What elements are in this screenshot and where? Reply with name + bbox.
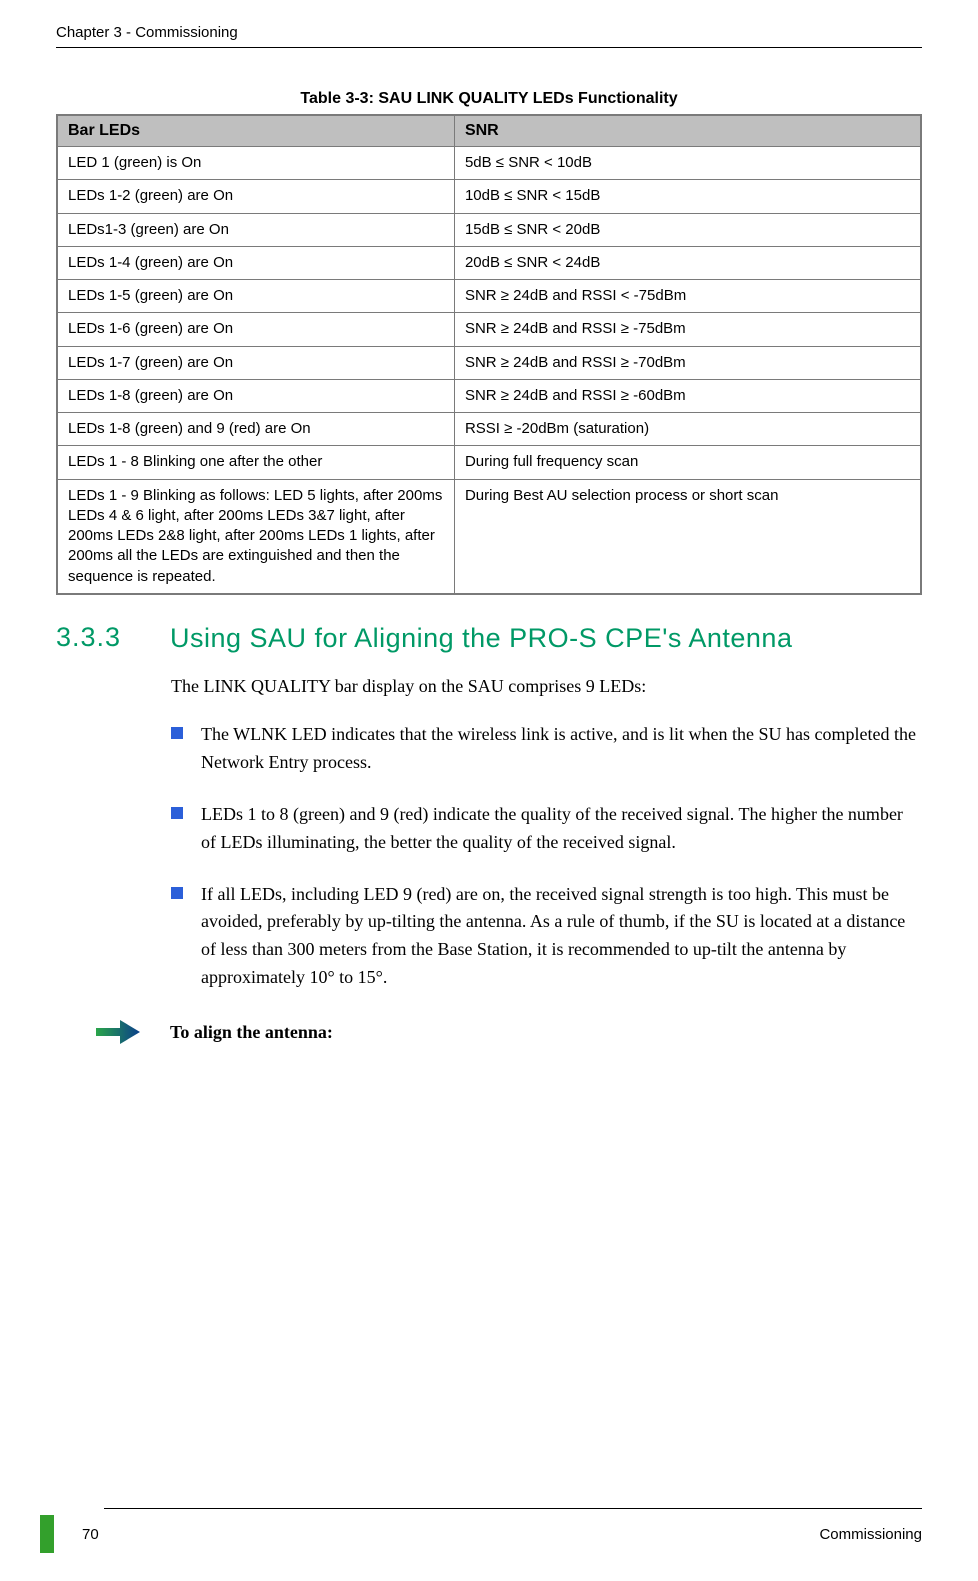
table-cell: SNR ≥ 24dB and RSSI ≥ -70dBm <box>454 346 921 379</box>
footer-green-tab <box>40 1515 54 1553</box>
to-align-label: To align the antenna: <box>170 1022 333 1043</box>
section-number: 3.3.3 <box>56 621 148 655</box>
table-cell: 15dB ≤ SNR < 20dB <box>454 213 921 246</box>
table-row: LEDs 1 - 8 Blinking one after the otherD… <box>57 446 921 479</box>
table-cell: LEDs 1-7 (green) are On <box>57 346 454 379</box>
arrow-right-icon <box>94 1016 142 1048</box>
table-cell: LEDs1-3 (green) are On <box>57 213 454 246</box>
table-row: LEDs 1-4 (green) are On20dB ≤ SNR < 24dB <box>57 246 921 279</box>
table-row: LEDs1-3 (green) are On15dB ≤ SNR < 20dB <box>57 213 921 246</box>
section-title: Using SAU for Aligning the PRO-S CPE's A… <box>170 621 792 656</box>
table-cell: LEDs 1-6 (green) are On <box>57 313 454 346</box>
table-cell: LEDs 1 - 8 Blinking one after the other <box>57 446 454 479</box>
table-cell: LEDs 1-8 (green) are On <box>57 379 454 412</box>
table-cell: 10dB ≤ SNR < 15dB <box>454 180 921 213</box>
table-row: LEDs 1-8 (green) and 9 (red) are OnRSSI … <box>57 413 921 446</box>
footer-section-label: Commissioning <box>819 1526 922 1543</box>
table-row: LED 1 (green) is On5dB ≤ SNR < 10dB <box>57 147 921 180</box>
table-caption: Table 3-3: SAU LINK QUALITY LEDs Functio… <box>56 90 922 108</box>
page-footer: 70 Commissioning <box>0 1508 978 1553</box>
table-cell: LEDs 1-2 (green) are On <box>57 180 454 213</box>
list-item: The WLNK LED indicates that the wireless… <box>171 721 922 777</box>
section-intro: The LINK QUALITY bar display on the SAU … <box>171 674 922 699</box>
table-row: LEDs 1-5 (green) are OnSNR ≥ 24dB and RS… <box>57 280 921 313</box>
table-cell: SNR ≥ 24dB and RSSI < -75dBm <box>454 280 921 313</box>
table-row: LEDs 1 - 9 Blinking as follows: LED 5 li… <box>57 479 921 594</box>
table-cell: LEDs 1-5 (green) are On <box>57 280 454 313</box>
table-cell: 5dB ≤ SNR < 10dB <box>454 147 921 180</box>
bullet-list: The WLNK LED indicates that the wireless… <box>171 721 922 992</box>
table-cell: LEDs 1-8 (green) and 9 (red) are On <box>57 413 454 446</box>
footer-rule <box>104 1508 922 1509</box>
table-cell: SNR ≥ 24dB and RSSI ≥ -60dBm <box>454 379 921 412</box>
led-functionality-table: Bar LEDs SNR LED 1 (green) is On5dB ≤ SN… <box>56 114 922 595</box>
header-rule <box>56 47 922 48</box>
table-header-row: Bar LEDs SNR <box>57 115 921 147</box>
table-cell: SNR ≥ 24dB and RSSI ≥ -75dBm <box>454 313 921 346</box>
table-cell: During Best AU selection process or shor… <box>454 479 921 594</box>
table-cell: 20dB ≤ SNR < 24dB <box>454 246 921 279</box>
section-heading-row: 3.3.3 Using SAU for Aligning the PRO-S C… <box>56 621 922 656</box>
table-row: LEDs 1-6 (green) are OnSNR ≥ 24dB and RS… <box>57 313 921 346</box>
table-cell: During full frequency scan <box>454 446 921 479</box>
table-cell: LEDs 1-4 (green) are On <box>57 246 454 279</box>
running-header: Chapter 3 - Commissioning <box>56 24 922 41</box>
table-header-snr: SNR <box>454 115 921 147</box>
table-row: LEDs 1-2 (green) are On10dB ≤ SNR < 15dB <box>57 180 921 213</box>
list-item: LEDs 1 to 8 (green) and 9 (red) indicate… <box>171 801 922 857</box>
table-header-bar-leds: Bar LEDs <box>57 115 454 147</box>
table-cell: RSSI ≥ -20dBm (saturation) <box>454 413 921 446</box>
table-cell: LED 1 (green) is On <box>57 147 454 180</box>
to-align-row: To align the antenna: <box>94 1016 922 1048</box>
table-row: LEDs 1-8 (green) are OnSNR ≥ 24dB and RS… <box>57 379 921 412</box>
table-row: LEDs 1-7 (green) are OnSNR ≥ 24dB and RS… <box>57 346 921 379</box>
list-item: If all LEDs, including LED 9 (red) are o… <box>171 881 922 993</box>
footer-page-number: 70 <box>82 1526 99 1543</box>
table-cell: LEDs 1 - 9 Blinking as follows: LED 5 li… <box>57 479 454 594</box>
